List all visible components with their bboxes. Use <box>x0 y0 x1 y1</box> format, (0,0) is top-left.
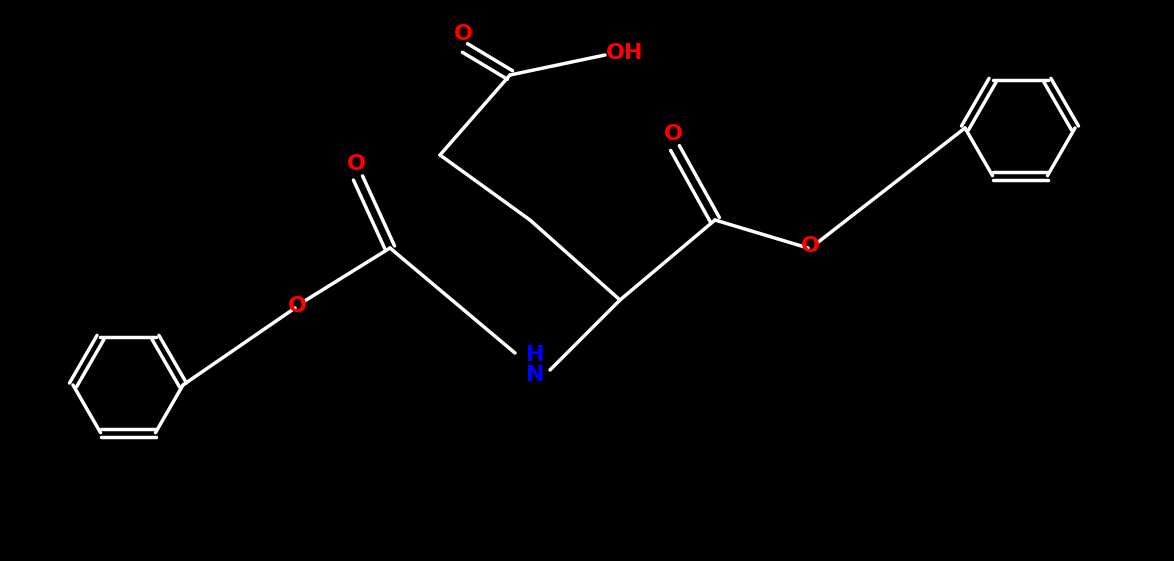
Text: O: O <box>453 24 472 44</box>
Text: O: O <box>663 124 682 144</box>
Text: N: N <box>526 365 545 385</box>
Text: H: H <box>526 345 545 365</box>
Text: O: O <box>801 236 819 256</box>
Text: O: O <box>346 154 365 174</box>
Text: O: O <box>288 296 306 316</box>
Text: OH: OH <box>606 43 643 63</box>
